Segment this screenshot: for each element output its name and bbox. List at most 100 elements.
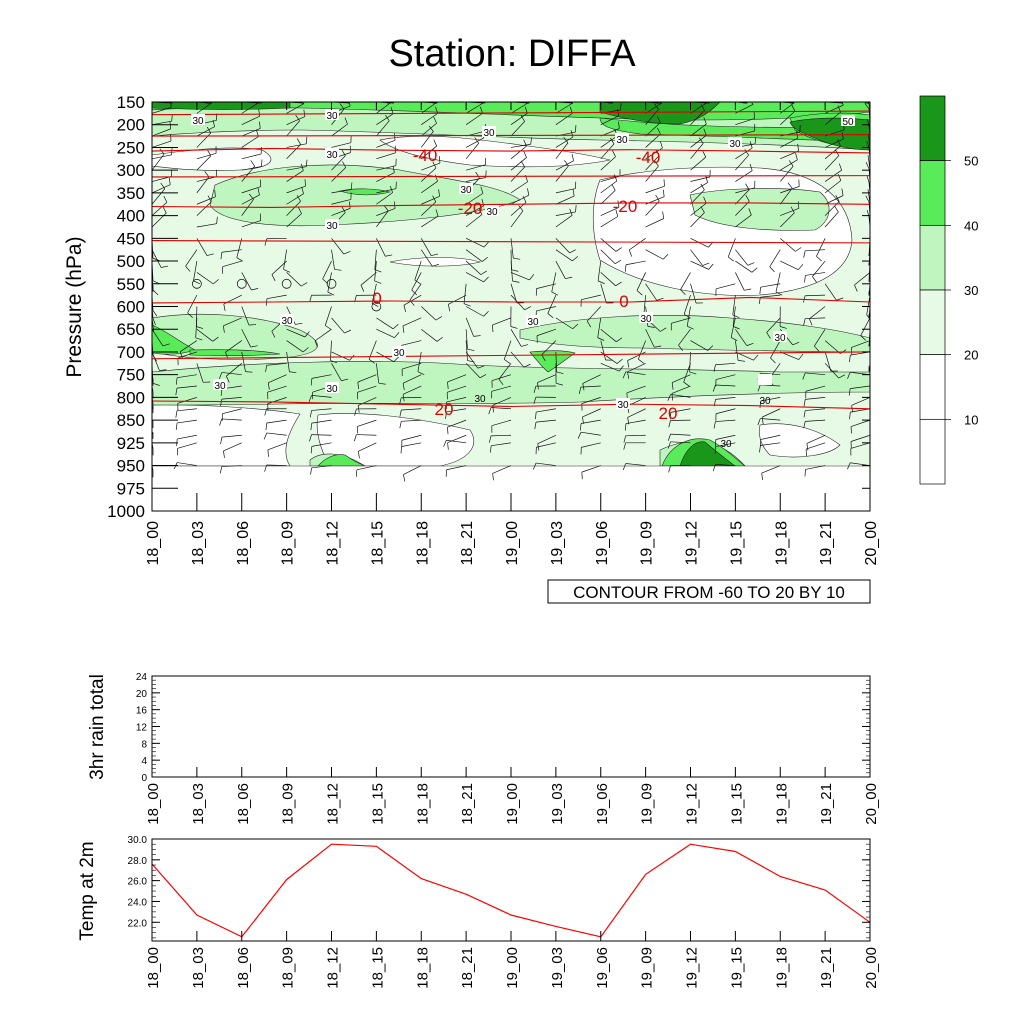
- wind-barb: [824, 363, 839, 379]
- wind-barb-flag: [523, 139, 527, 147]
- wind-barb: [221, 372, 242, 376]
- wind-barb: [555, 113, 573, 126]
- wind-barb: [690, 156, 706, 171]
- temp-x-tick-label: 18_21: [459, 947, 476, 989]
- wind-barb-flag: [864, 103, 870, 110]
- wind-barb: [555, 102, 573, 114]
- wind-barb-flag: [263, 432, 268, 440]
- x-tick-label: 18_09: [280, 521, 297, 566]
- wind-barb: [420, 131, 434, 148]
- wind-barb: [670, 393, 691, 398]
- wind-barb-flag: [848, 388, 851, 396]
- wind-barb: [286, 143, 307, 148]
- wind-barb: [715, 283, 736, 290]
- wind-barb: [645, 329, 655, 348]
- humidity-contour-label: 30: [192, 116, 204, 127]
- wind-barb-flag: [175, 422, 178, 430]
- wind-barb: [357, 419, 377, 427]
- wind-barb: [196, 223, 217, 228]
- wind-barb: [286, 103, 305, 114]
- humidity-region: [316, 413, 475, 467]
- wind-barb-flag: [687, 325, 694, 330]
- wind-barb-flag: [814, 345, 820, 352]
- wind-barb: [376, 172, 395, 182]
- wind-barb: [465, 214, 483, 228]
- wind-barb-flag: [812, 276, 817, 283]
- wind-barb: [645, 155, 660, 171]
- wind-barb: [331, 199, 352, 205]
- wind-barb-flag: [655, 149, 660, 156]
- wind-barb: [311, 419, 332, 424]
- wind-barb: [465, 238, 485, 248]
- wind-barb-flag: [535, 412, 537, 420]
- wind-barb-flag: [300, 163, 304, 171]
- wind-barb: [177, 397, 197, 404]
- wind-barb-flag: [344, 329, 351, 334]
- humidity-contour-label: 30: [460, 185, 472, 196]
- wind-barb-flag: [216, 216, 218, 224]
- wind-barb: [580, 385, 601, 388]
- wind-barb-flag: [611, 184, 616, 191]
- wind-barb: [600, 180, 618, 194]
- wind-barb-flag: [207, 195, 212, 202]
- wind-barb-flag: [433, 139, 437, 147]
- wind-barb-flag: [207, 149, 212, 157]
- humidity-region: [189, 349, 281, 356]
- wind-barb: [492, 465, 512, 474]
- contour-label-bg: [325, 148, 339, 159]
- wind-barb-flag: [163, 195, 168, 203]
- wind-barb-flag: [597, 337, 605, 341]
- wind-barb: [401, 408, 422, 411]
- wind-barb: [735, 201, 750, 216]
- wind-barb: [225, 340, 242, 353]
- wind-barb: [331, 351, 350, 361]
- contour-label-bg: [325, 109, 339, 120]
- wind-barb-flag: [759, 445, 761, 453]
- wind-barb: [645, 133, 661, 148]
- wind-barb: [850, 434, 871, 442]
- wind-barb: [805, 317, 826, 320]
- wind-barb: [376, 328, 395, 339]
- humidity-contour-label: 30: [486, 207, 498, 218]
- wind-barb-flag: [738, 360, 746, 362]
- wind-barb-flag: [389, 185, 393, 193]
- wind-barb: [735, 329, 748, 346]
- humidity-region: [789, 117, 871, 151]
- wind-barb: [447, 419, 467, 428]
- wind-barb-flag: [662, 253, 669, 260]
- wind-barb-flag: [310, 467, 312, 475]
- wind-barb-flag: [769, 266, 775, 273]
- humidity-contour-label: 30: [774, 333, 786, 344]
- wind-barb-flag: [342, 161, 347, 168]
- wind-barb-flag: [283, 269, 291, 273]
- wind-barb-flag: [309, 295, 312, 303]
- wind-barb: [421, 201, 437, 216]
- wind-barb: [491, 442, 512, 447]
- wind-barb: [177, 462, 197, 466]
- wind-barb-flag: [399, 409, 402, 417]
- wind-barb: [555, 249, 573, 262]
- wind-barb: [465, 205, 484, 216]
- wind-barb-flag: [622, 463, 627, 471]
- wind-barb-flag: [753, 354, 759, 361]
- wind-barb-flag: [712, 384, 716, 392]
- wind-barb: [421, 102, 437, 114]
- wind-barb: [824, 340, 841, 354]
- wind-barb: [586, 306, 602, 322]
- wind-barb-flag: [770, 357, 776, 364]
- wind-barb-flag: [443, 440, 447, 447]
- wind-barb-flag: [570, 130, 574, 138]
- wind-barb-flag: [302, 102, 305, 104]
- wind-barb-flag: [259, 121, 261, 129]
- wind-barb-flag: [575, 204, 577, 212]
- wind-barb-flag: [569, 208, 573, 216]
- wind-barb-flag: [314, 340, 318, 348]
- wind-barb: [629, 238, 646, 251]
- rain-x-tick-label: 18_18: [414, 783, 431, 825]
- wind-barb-flag: [622, 371, 627, 379]
- temp-plot-frame: [151, 838, 871, 942]
- wind-barb: [401, 362, 422, 370]
- wind-barb-flag: [678, 344, 683, 351]
- y-tick-label: 800: [117, 388, 145, 407]
- wind-barb: [376, 102, 391, 114]
